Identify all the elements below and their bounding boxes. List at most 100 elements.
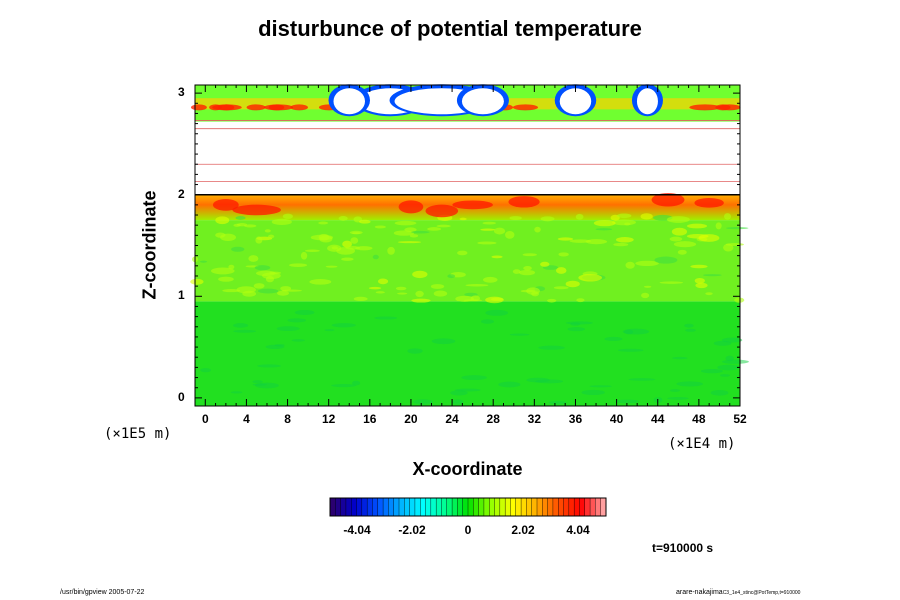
region-lower-layer: [195, 301, 740, 406]
colorbar-cell: [531, 497, 538, 517]
turbulence-blob: [300, 251, 308, 260]
turbulence-blob: [231, 246, 245, 252]
colorbar-cell: [473, 497, 480, 517]
texture-blob: [684, 323, 694, 328]
colorbar-cell: [345, 497, 352, 517]
colorbar-cell: [351, 497, 358, 517]
turbulence-blob: [277, 290, 289, 296]
y-tick-label: 2: [178, 186, 185, 201]
turbulence-blob: [482, 276, 498, 283]
turbulence-blob: [433, 290, 448, 297]
colorbar-cell: [441, 497, 448, 517]
turbulence-blob: [534, 226, 541, 233]
turbulence-blob: [427, 227, 442, 231]
turbulence-blob: [612, 219, 636, 226]
turbulence-blob: [244, 224, 257, 228]
turbulence-blob: [228, 264, 235, 270]
turbulence-blob: [723, 213, 732, 220]
turbulence-blob: [374, 225, 386, 229]
texture-blob: [407, 348, 423, 354]
texture-blob: [672, 356, 688, 360]
texture-blob: [252, 380, 263, 384]
turbulence-blob: [695, 282, 708, 289]
turbulence-blob: [526, 287, 540, 295]
texture-blob: [291, 339, 305, 342]
x-tick-label: 52: [733, 412, 747, 426]
texture-blob: [538, 345, 565, 350]
hot-spot: [651, 193, 685, 207]
turbulence-blob: [558, 252, 569, 257]
upper-hot-spot: [268, 104, 285, 111]
turbulence-blob: [557, 237, 574, 241]
turbulence-blob: [616, 213, 632, 219]
turbulence-blob: [725, 227, 749, 230]
texture-blob: [589, 385, 612, 388]
turbulence-blob: [265, 275, 274, 283]
turbulence-blob: [397, 241, 422, 244]
texture-blob: [374, 316, 398, 320]
hot-spot: [232, 204, 281, 216]
colorbar-frame: [329, 497, 607, 517]
turbulence-blob: [690, 264, 708, 269]
turbulence-blob: [190, 278, 204, 285]
colorbar-cell: [356, 497, 363, 517]
colorbar-cell: [536, 497, 543, 517]
texture-blob: [331, 323, 356, 328]
turbulence-blob: [553, 286, 569, 290]
turbulence-blob: [654, 256, 678, 264]
turbulence-blob: [641, 292, 650, 299]
turbulence-blob: [457, 250, 468, 256]
turbulence-blob: [271, 218, 292, 226]
x-tick-label: 28: [486, 412, 500, 426]
x-tick-label: 24: [445, 412, 459, 426]
x-tick-label: 40: [609, 412, 624, 426]
turbulence-blob: [585, 239, 608, 245]
texture-blob: [581, 389, 605, 396]
turbulence-blob: [715, 222, 722, 230]
colorbar-cell: [462, 497, 469, 517]
texture-blob: [274, 344, 285, 347]
colorbar-cell: [398, 497, 405, 517]
turbulence-blob: [338, 216, 348, 221]
x-tick-label: 12: [321, 412, 336, 426]
upper-hot-spot: [218, 104, 235, 111]
turbulence-blob: [694, 277, 705, 284]
turbulence-blob: [482, 221, 497, 225]
turbulence-blob: [254, 265, 271, 271]
turbulence-blob: [565, 280, 580, 288]
x-tick-label: 48: [692, 412, 706, 426]
turbulence-blob: [703, 274, 722, 277]
upper-hot-spot: [290, 104, 308, 111]
upper-hot-spot: [512, 104, 539, 111]
axes: [194, 84, 741, 407]
colorbar-cell: [542, 497, 549, 517]
texture-blob: [233, 323, 249, 328]
colorbar-cell: [584, 497, 591, 517]
colorbar-cell: [372, 497, 379, 517]
texture-blob: [324, 329, 335, 332]
colorbar-cell: [340, 497, 347, 517]
upper-hot-spot: [246, 104, 266, 111]
texture-blob: [233, 329, 257, 333]
turbulence-blob: [540, 216, 555, 222]
turbulence-blob: [465, 283, 489, 287]
turbulence-blob: [282, 213, 293, 219]
footer-credit-main: arare-nakajima: [676, 589, 723, 596]
turbulence-blob: [248, 255, 259, 262]
cold-cell: [559, 88, 592, 115]
colorbar-cell: [520, 497, 527, 517]
turbulence-blob: [666, 216, 690, 223]
colorbar-tick-label: 0: [464, 523, 472, 537]
colorbar-cell: [595, 497, 602, 517]
turbulence-blob: [257, 288, 279, 294]
turbulence-blob: [222, 288, 241, 293]
texture-blob: [667, 396, 689, 400]
turbulence-blob: [218, 276, 234, 282]
turbulence-blob: [236, 286, 256, 294]
colorbar-cell: [366, 497, 373, 517]
footer-credit-detail: C3_1e4_stinc@PotTemp,t=910000: [722, 590, 801, 596]
turbulence-blob: [255, 236, 263, 244]
hot-spot: [694, 197, 724, 208]
turbulence-blob: [304, 249, 320, 253]
